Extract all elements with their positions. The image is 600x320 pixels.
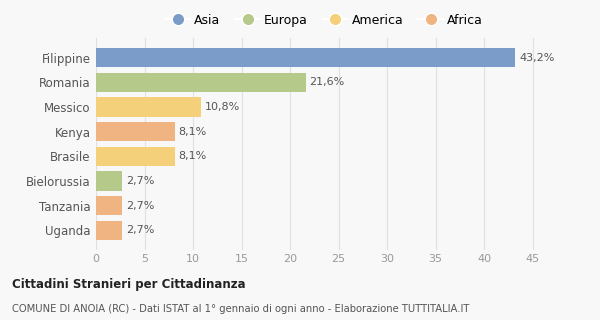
Text: 2,7%: 2,7%	[126, 176, 154, 186]
Text: 2,7%: 2,7%	[126, 225, 154, 236]
Bar	[96, 73, 305, 92]
Text: COMUNE DI ANOIA (RC) - Dati ISTAT al 1° gennaio di ogni anno - Elaborazione TUTT: COMUNE DI ANOIA (RC) - Dati ISTAT al 1° …	[12, 304, 469, 314]
Bar	[96, 172, 122, 191]
Bar	[96, 196, 122, 215]
Text: 10,8%: 10,8%	[205, 102, 240, 112]
Bar	[96, 48, 515, 67]
Bar	[96, 147, 175, 166]
Bar	[96, 97, 201, 116]
Text: 2,7%: 2,7%	[126, 201, 154, 211]
Text: 43,2%: 43,2%	[519, 52, 554, 63]
Legend: Asia, Europa, America, Africa: Asia, Europa, America, Africa	[160, 9, 488, 32]
Bar	[96, 122, 175, 141]
Bar	[96, 221, 122, 240]
Text: Cittadini Stranieri per Cittadinanza: Cittadini Stranieri per Cittadinanza	[12, 278, 245, 292]
Text: 8,1%: 8,1%	[178, 151, 207, 161]
Text: 8,1%: 8,1%	[178, 127, 207, 137]
Text: 21,6%: 21,6%	[310, 77, 344, 87]
